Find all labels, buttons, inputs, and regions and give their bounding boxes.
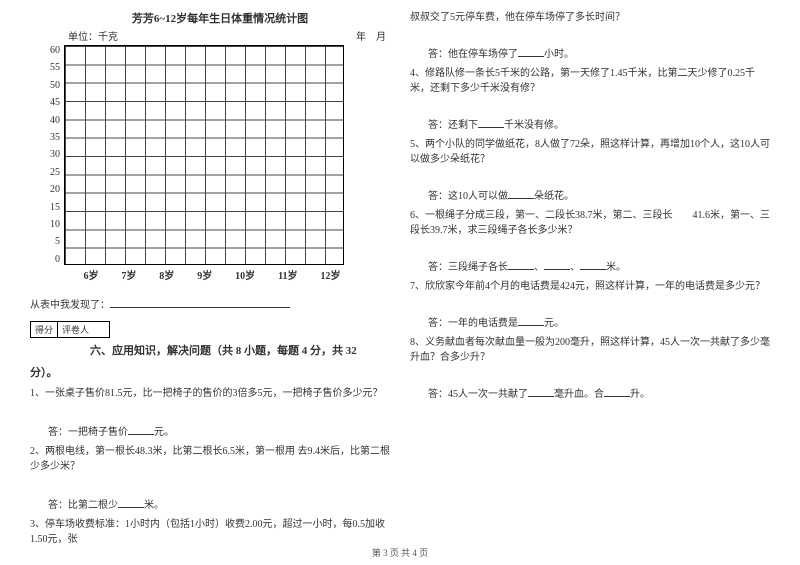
question-6: 6、一根绳子分成三段，第一、二段长38.7米，第二、三段长 41.6米，第一、三…: [410, 208, 770, 238]
answer-3: 答：他在停车场停了 小时。: [428, 45, 770, 60]
a8-mid: 毫升血。合: [554, 389, 604, 400]
chart-y-axis: 60 55 50 45 40 35 30 25 20 15 10 5 0: [50, 45, 64, 265]
question-5: 5、两个小队的同学做纸花，8人做了72朵，照这样计算，再增加10个人，这10人可…: [410, 137, 770, 167]
weight-chart: 芳芳6~12岁每年生日体重情况统计图 单位：千克 年 月 60 55 50 45…: [50, 10, 390, 282]
a1-pre: 答：一把椅子售价: [48, 427, 128, 438]
y-tick: 5: [55, 236, 60, 247]
answer-7: 答：一年的电话费是 元。: [428, 314, 770, 329]
section-6-sub: 分）。: [30, 364, 390, 380]
x-tick: 7岁: [121, 267, 136, 282]
score-box: 得分 评卷人: [30, 321, 110, 338]
chart-grid: [64, 45, 344, 265]
x-tick: 9岁: [197, 267, 212, 282]
y-tick: 40: [50, 115, 60, 126]
y-tick: 15: [50, 202, 60, 213]
answer-8: 答：45人一次一共献了 毫升血。合 升。: [428, 385, 770, 400]
a4-post: 千米没有修。: [504, 120, 564, 131]
a6-m2: 、: [570, 262, 580, 273]
y-tick: 20: [50, 184, 60, 195]
y-tick: 60: [50, 45, 60, 56]
a8-pre: 答：45人一次一共献了: [428, 389, 528, 400]
answer-2: 答：比第二根少 米。: [48, 496, 390, 511]
x-tick: 11岁: [278, 267, 297, 282]
question-4: 4、修路队修一条长5千米的公路，第一天修了1.45千米，比第二天少修了0.25千…: [410, 66, 770, 96]
answer-1: 答：一把椅子售价 元。: [48, 423, 390, 438]
grader-label: 评卷人: [58, 322, 93, 337]
x-tick: 12岁: [320, 267, 340, 282]
y-tick: 25: [50, 167, 60, 178]
score-label: 得分: [31, 322, 58, 337]
y-tick: 10: [50, 219, 60, 230]
question-2: 2、两根电线，第一根长48.3米，比第二根长6.5米，第一根用 去9.4米后，比…: [30, 444, 390, 474]
a3-pre: 答：他在停车场停了: [428, 49, 518, 60]
chart-unit: 单位：千克: [68, 28, 118, 43]
y-tick: 50: [50, 80, 60, 91]
section-6-title: 六、应用知识，解决问题（共 8 小题，每题 4 分，共 32: [30, 342, 390, 358]
question-3b: 叔叔交了5元停车费，他在停车场停了多长时间？: [410, 10, 770, 25]
a5-pre: 答：这10人可以做: [428, 191, 508, 202]
question-1: 1、一张桌子售价81.5元，比一把椅子的售价的3倍多5元，一把椅子售价多少元？: [30, 386, 390, 401]
page-footer: 第 3 页 共 4 页: [0, 546, 800, 559]
y-tick: 35: [50, 132, 60, 143]
y-tick: 30: [50, 149, 60, 160]
question-3: 3、停车场收费标准：1小时内（包括1小时）收费2.00元，超过一小时，每0.5加…: [30, 517, 390, 547]
question-7: 7、欣欣家今年前4个月的电话费是424元，照这样计算，一年的电话费是多少元？: [410, 279, 770, 294]
a6-pre: 答：三段绳子各长: [428, 262, 508, 273]
chart-x-axis: 6岁 7岁 8岁 9岁 10岁 11岁 12岁: [72, 265, 352, 282]
answer-6: 答：三段绳子各长 、 、 米。: [428, 258, 770, 273]
question-8: 8、义务献血者每次献血量一般为200毫升，照这样计算，45人一次一共献了多少毫升…: [410, 335, 770, 365]
a1-post: 元。: [154, 427, 174, 438]
a6-post: 米。: [606, 262, 626, 273]
a5-post: 朵纸花。: [534, 191, 574, 202]
x-tick: 6岁: [83, 267, 98, 282]
a8-post: 升。: [630, 389, 650, 400]
a4-pre: 答：还剩下: [428, 120, 478, 131]
x-tick: 10岁: [235, 267, 255, 282]
answer-4: 答：还剩下 千米没有修。: [428, 116, 770, 131]
a7-pre: 答：一年的电话费是: [428, 318, 518, 329]
y-tick: 55: [50, 62, 60, 73]
chart-title: 芳芳6~12岁每年生日体重情况统计图: [50, 10, 390, 26]
answer-5: 答：这10人可以做 朵纸花。: [428, 187, 770, 202]
found-line: 从表中我发现了：: [30, 296, 390, 311]
y-tick: 45: [50, 97, 60, 108]
found-text: 从表中我发现了：: [30, 300, 110, 311]
a3-post: 小时。: [544, 49, 574, 60]
a7-post: 元。: [544, 318, 564, 329]
a6-m1: 、: [534, 262, 544, 273]
x-tick: 8岁: [159, 267, 174, 282]
a2-pre: 答：比第二根少: [48, 500, 118, 511]
a2-post: 米。: [144, 500, 164, 511]
y-tick: 0: [55, 254, 60, 265]
chart-date: 年 月: [356, 28, 386, 43]
